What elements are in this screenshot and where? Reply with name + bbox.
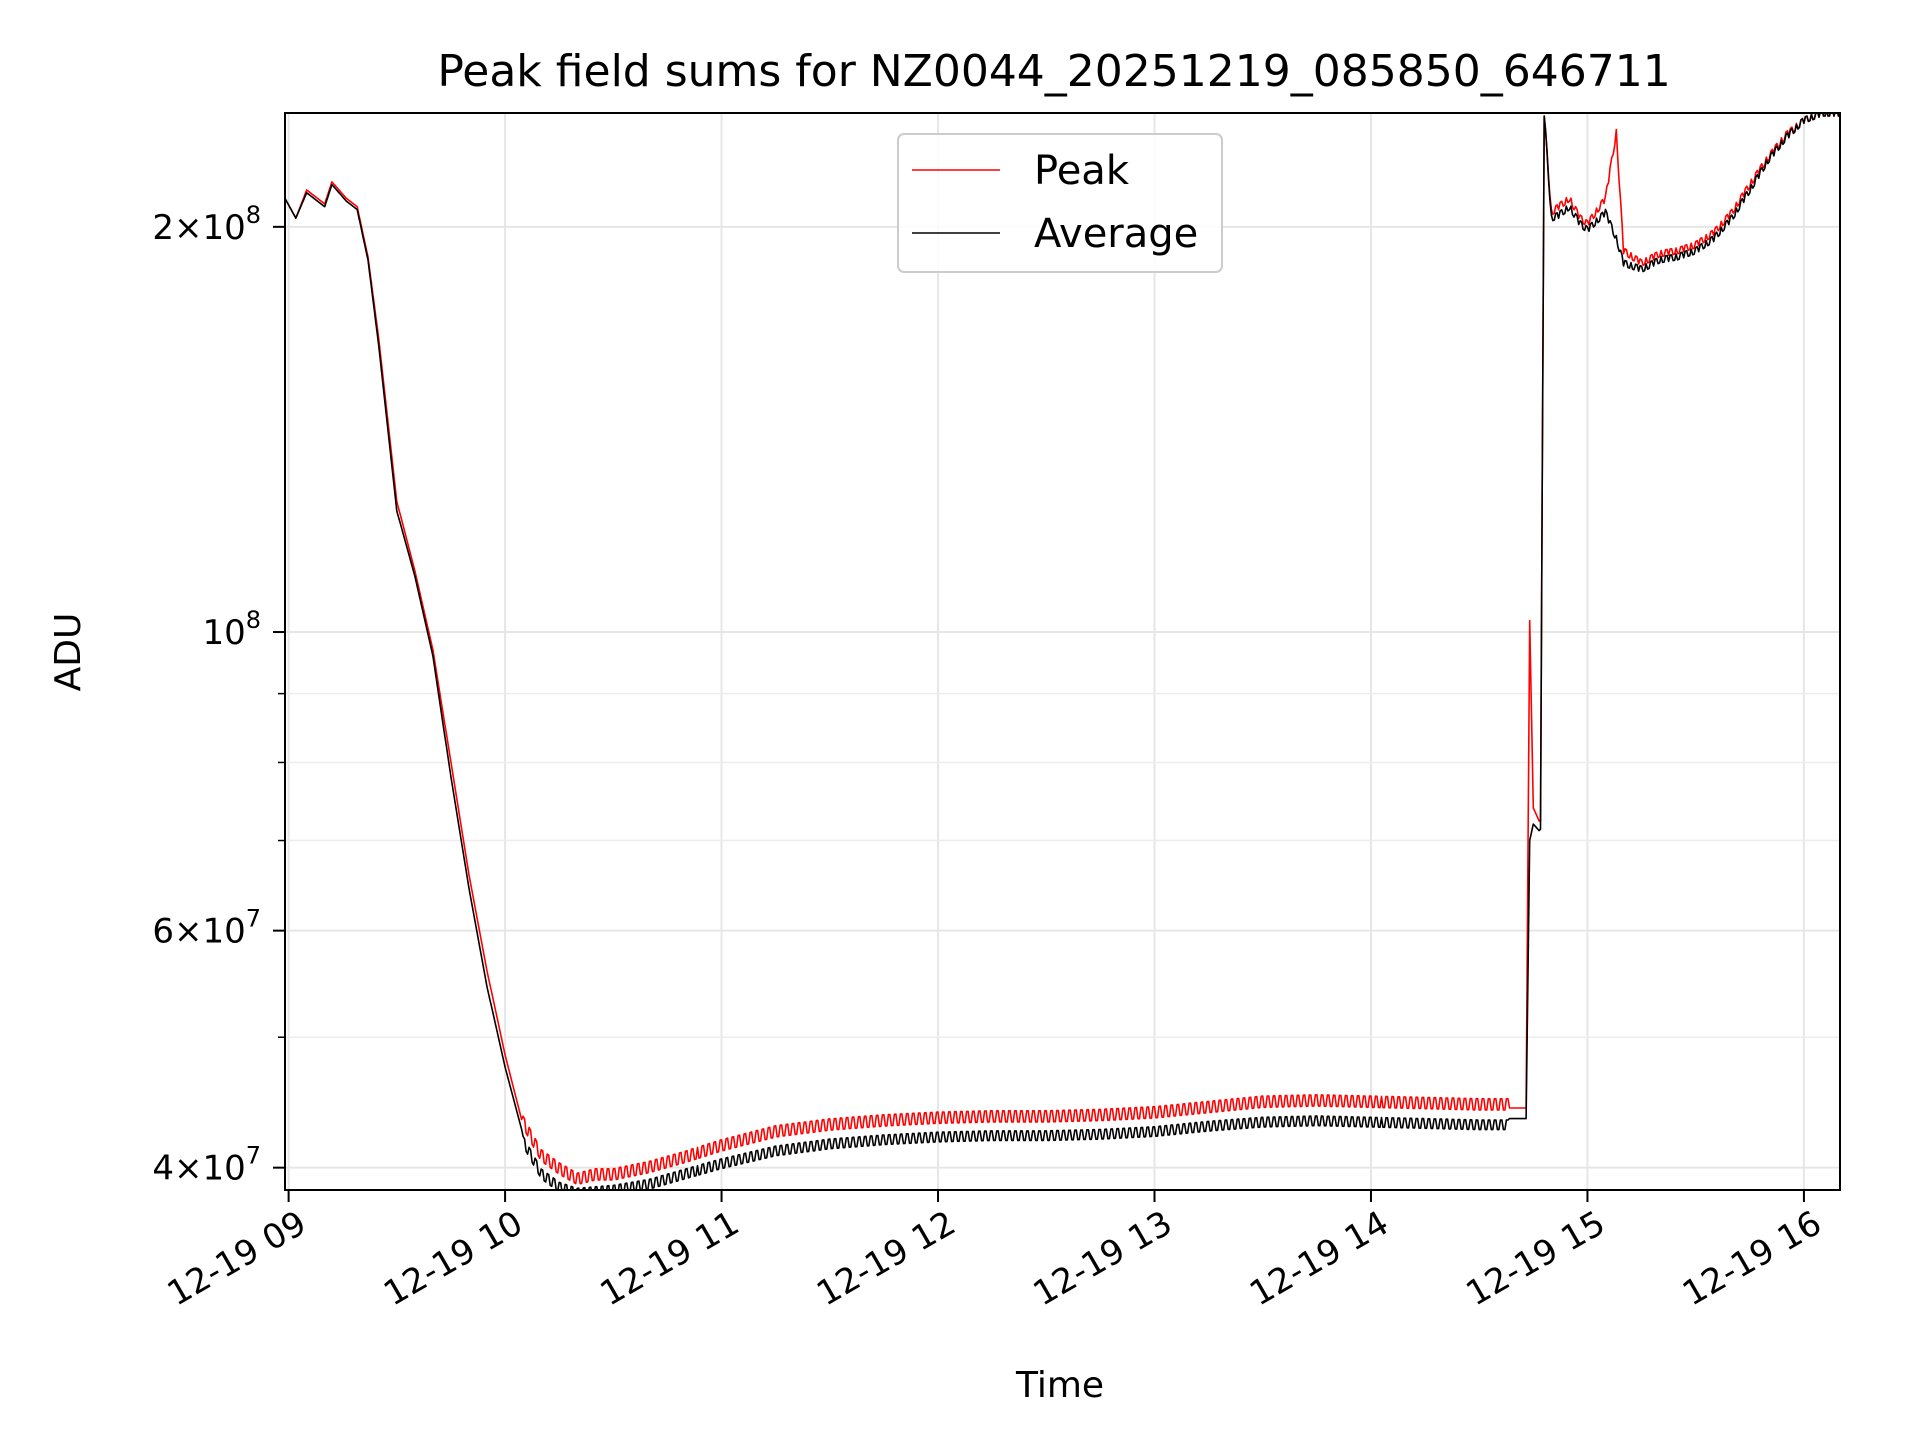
y-tick-label: 2×108	[152, 201, 261, 248]
peak-series-line	[285, 113, 1840, 1185]
grid	[285, 113, 1840, 1190]
plot-frame	[284, 112, 1841, 1191]
y-tick-label: 4×107	[152, 1142, 261, 1189]
y-axis-label: ADU	[48, 613, 89, 692]
chart-title: Peak field sums for NZ0044_20251219_0858…	[437, 46, 1670, 97]
legend-label-average: Average	[1034, 211, 1198, 257]
y-tick-label: 6×107	[152, 905, 261, 952]
legend: Peak Average	[897, 133, 1223, 273]
x-axis-label: Time	[1015, 1365, 1104, 1406]
average-series-line	[285, 113, 1840, 1190]
y-axis: 4×107 6×107 108 2×108	[152, 201, 285, 1189]
y-tick-label: 108	[202, 606, 261, 653]
series-layer	[285, 113, 1840, 1190]
legend-label-peak: Peak	[1034, 148, 1130, 194]
legend-box	[897, 133, 1223, 273]
